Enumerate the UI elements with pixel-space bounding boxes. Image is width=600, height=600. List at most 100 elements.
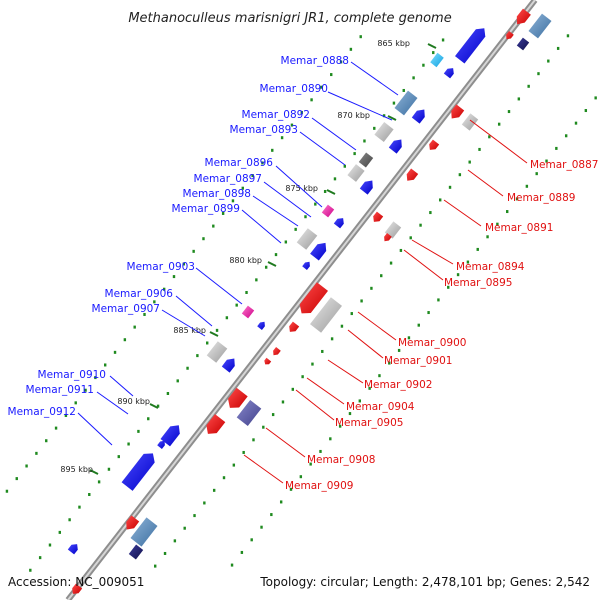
gc-dot [212, 488, 216, 492]
gene-box[interactable] [257, 321, 265, 330]
gc-dot [133, 325, 136, 329]
gc-dot [594, 96, 597, 100]
gene-box[interactable] [206, 341, 228, 363]
gene-box[interactable] [516, 8, 531, 25]
map-title: Methanoculleus marisnigri JR1, complete … [128, 11, 451, 26]
gene-box[interactable] [359, 180, 373, 195]
gc-dot [225, 316, 229, 320]
gene-label[interactable]: Memar_0896 [205, 157, 274, 169]
gene-label[interactable]: Memar_0910 [38, 369, 106, 381]
gene-label[interactable]: Memar_0907 [92, 303, 160, 315]
gene-box[interactable] [429, 139, 440, 150]
gene-label[interactable]: Memar_0909 [285, 480, 353, 492]
gc-dot [566, 34, 570, 38]
gene-box[interactable] [310, 242, 327, 261]
gene-label[interactable]: Memar_0889 [507, 192, 575, 204]
gc-dot [506, 210, 509, 214]
gene-label[interactable]: Memar_0899 [172, 203, 240, 215]
gc-dot [35, 451, 38, 455]
gene-box[interactable] [241, 305, 255, 319]
gc-dot [343, 164, 346, 168]
gene-box[interactable] [126, 515, 140, 530]
gene-label[interactable]: Memar_0891 [485, 222, 553, 234]
gene-label[interactable]: Memar_0887 [530, 159, 598, 171]
gene-box[interactable] [72, 583, 83, 594]
gene-box[interactable] [264, 357, 272, 365]
scale-label-895: 895 kbp [60, 465, 93, 474]
gene-box[interactable] [236, 400, 262, 426]
gene-label[interactable]: Memar_0897 [194, 173, 262, 185]
gene-label[interactable]: Memar_0888 [281, 55, 349, 67]
gene-box[interactable] [157, 440, 165, 449]
gene-label[interactable]: Memar_0902 [364, 379, 432, 391]
gene-box[interactable] [374, 122, 394, 142]
gene-box[interactable] [347, 164, 365, 182]
gc-dot [427, 311, 430, 315]
gc-dot [271, 413, 275, 417]
gene-box[interactable] [451, 104, 465, 119]
gene-box[interactable] [384, 233, 392, 242]
gene-label[interactable]: Memar_0893 [230, 124, 298, 136]
gc-dot [299, 475, 303, 479]
gc-dot [262, 425, 265, 429]
gene-label[interactable]: Memar_0903 [127, 261, 195, 273]
gc-dot [196, 354, 199, 358]
gene-box[interactable] [333, 218, 344, 229]
gene-box[interactable] [394, 90, 418, 116]
gene-label[interactable]: Memar_0894 [456, 261, 525, 273]
gene-label[interactable]: Memar_0892 [242, 109, 310, 121]
gene-box[interactable] [130, 517, 158, 547]
gene-box[interactable] [358, 152, 374, 168]
gene-box[interactable] [516, 37, 530, 51]
gene-box[interactable] [506, 31, 514, 40]
gene-box[interactable] [443, 68, 454, 79]
gc-dot [397, 348, 401, 352]
gc-dot [245, 290, 248, 294]
gene-box[interactable] [273, 347, 281, 356]
gc-dot [417, 323, 420, 327]
gc-dot [183, 526, 186, 530]
gc-dot [447, 285, 450, 289]
gc-dot [555, 146, 558, 150]
gene-box[interactable] [455, 28, 486, 64]
gc-dot [173, 539, 177, 543]
gene-box[interactable] [461, 113, 479, 131]
gene-box[interactable] [296, 228, 318, 250]
gene-box[interactable] [302, 261, 310, 270]
gene-box[interactable] [321, 204, 335, 218]
gene-box[interactable] [221, 358, 235, 373]
gene-label[interactable]: Memar_0911 [26, 384, 94, 396]
gene-box[interactable] [388, 139, 402, 154]
gc-dot [373, 126, 376, 130]
gene-box[interactable] [121, 453, 155, 491]
gc-dot [314, 202, 317, 206]
gc-dot [29, 568, 32, 572]
gene-label[interactable]: Memar_0895 [444, 277, 512, 289]
gene-label[interactable]: Memar_0900 [398, 337, 466, 349]
gene-box[interactable] [160, 425, 180, 447]
gene-box[interactable] [528, 13, 552, 39]
gene-box[interactable] [310, 297, 342, 333]
gene-label[interactable]: Memar_0898 [183, 188, 251, 200]
gc-dot [280, 136, 284, 140]
gene-box[interactable] [430, 52, 444, 68]
gene-label[interactable]: Memar_0890 [260, 83, 328, 95]
gc-dot [556, 46, 560, 50]
gc-dot [231, 199, 235, 203]
gene-box[interactable] [373, 211, 384, 222]
gene-box[interactable] [128, 544, 144, 560]
gene-label[interactable]: Memar_0905 [335, 417, 403, 429]
gene-box[interactable] [406, 168, 419, 181]
gene-box[interactable] [206, 414, 226, 434]
gene-label[interactable]: Memar_0901 [384, 355, 452, 367]
gene-box[interactable] [411, 109, 425, 124]
gene-label[interactable]: Memar_0908 [307, 454, 375, 466]
gene-box[interactable] [67, 544, 78, 555]
gene-label[interactable]: Memar_0906 [105, 288, 174, 300]
gene-label[interactable]: Memar_0912 [8, 406, 76, 418]
gene-box[interactable] [228, 387, 248, 408]
gene-box[interactable] [289, 321, 300, 332]
gene-box[interactable] [299, 282, 328, 314]
gene-box[interactable] [384, 221, 402, 239]
gene-label[interactable]: Memar_0904 [346, 401, 415, 413]
